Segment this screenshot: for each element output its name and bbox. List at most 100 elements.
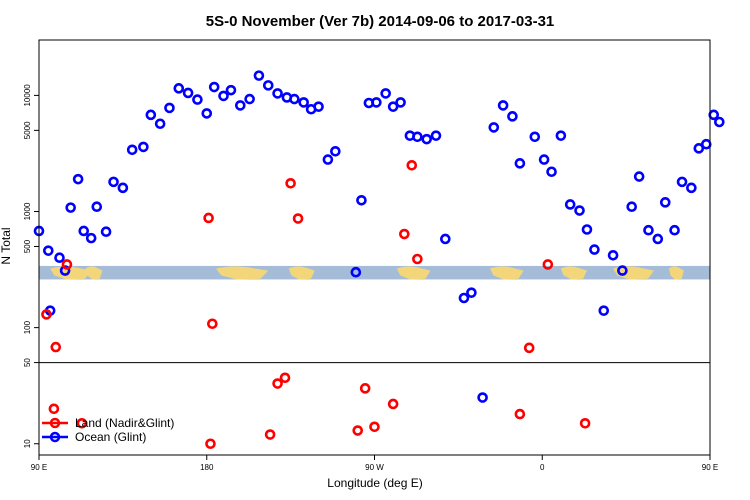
- map-land-patch: [216, 266, 269, 280]
- map-land-patch: [613, 266, 655, 280]
- ocean-point: [546, 166, 557, 178]
- ocean-point: [458, 292, 470, 304]
- map-land-patch: [668, 266, 684, 280]
- land-point: [205, 438, 216, 450]
- ocean-point: [555, 130, 567, 141]
- y-tick-label: 5000: [23, 121, 32, 139]
- ocean-point: [676, 176, 688, 188]
- ocean-point: [430, 130, 442, 141]
- ocean-point: [693, 143, 705, 154]
- land-point: [41, 309, 52, 320]
- ocean-point: [218, 90, 229, 102]
- land-point: [523, 342, 535, 354]
- land-point: [369, 421, 380, 433]
- ocean-point: [173, 83, 185, 94]
- ocean-point: [65, 202, 76, 213]
- land-point: [542, 259, 554, 270]
- ocean-point: [356, 194, 367, 206]
- ocean-point: [529, 131, 541, 143]
- ocean-point: [659, 197, 671, 208]
- ocean-point: [208, 81, 220, 93]
- land-point: [50, 341, 62, 353]
- ocean-point: [412, 131, 423, 143]
- y-tick-label: 100: [23, 320, 32, 334]
- ocean-point: [669, 224, 680, 236]
- ocean-point: [91, 201, 103, 213]
- ocean-point: [421, 133, 432, 145]
- map-land-patch: [85, 266, 103, 280]
- ocean-point: [330, 146, 341, 157]
- ocean-point: [598, 305, 610, 316]
- land-point: [359, 383, 371, 394]
- ocean-point: [617, 265, 628, 276]
- land-point: [387, 398, 399, 410]
- y-tick-label: 500: [23, 239, 32, 253]
- ocean-point: [164, 102, 175, 114]
- ocean-point: [253, 70, 265, 81]
- ocean-point: [371, 97, 382, 108]
- ocean-point: [289, 93, 300, 105]
- ocean-point: [514, 158, 526, 169]
- x-tick-label: 90 W: [365, 463, 384, 472]
- map-land-patch: [490, 266, 524, 280]
- ocean-point: [440, 233, 451, 245]
- ocean-point: [262, 80, 274, 91]
- ocean-point: [633, 171, 645, 182]
- ocean-point: [182, 87, 194, 99]
- ocean-point: [298, 97, 309, 108]
- land-point: [272, 378, 283, 389]
- x-tick-label: 90 E: [702, 463, 718, 472]
- ocean-point: [380, 88, 391, 99]
- ocean-point: [395, 97, 406, 108]
- ocean-point: [538, 154, 550, 165]
- ocean-point: [126, 144, 138, 156]
- ocean-point: [225, 84, 237, 96]
- legend-ocean-marker: [49, 431, 61, 443]
- ocean-point: [72, 173, 84, 185]
- x-tick-label: 90 E: [31, 463, 47, 472]
- land-point: [279, 372, 291, 384]
- land-point: [203, 212, 214, 224]
- map-land-patch: [288, 266, 315, 280]
- ocean-point: [626, 201, 638, 213]
- ocean-point: [100, 226, 112, 238]
- plot-area: [33, 70, 725, 450]
- legend-land-marker: [49, 417, 61, 429]
- land-point: [76, 418, 88, 429]
- ocean-point: [85, 232, 97, 244]
- ocean-point: [145, 109, 157, 121]
- land-point: [514, 408, 526, 420]
- ocean-point: [244, 93, 255, 105]
- ocean-point: [574, 205, 585, 216]
- land-point: [352, 425, 364, 436]
- y-tick-label: 10: [23, 439, 32, 448]
- land-point: [264, 429, 276, 440]
- map-land-patch: [396, 266, 431, 280]
- ocean-point: [154, 118, 166, 130]
- ocean-point: [477, 392, 488, 403]
- ocean-point: [78, 225, 90, 237]
- x-axis-label: Longitude (deg E): [327, 476, 422, 490]
- land-point: [48, 403, 60, 415]
- ocean-point: [235, 100, 246, 111]
- ocean-point: [54, 252, 65, 264]
- ocean-point: [322, 154, 334, 165]
- map-land-patch: [560, 266, 587, 280]
- ocean-point: [589, 244, 600, 255]
- ocean-point: [652, 233, 664, 245]
- ocean-point: [117, 182, 129, 194]
- land-point: [61, 259, 73, 270]
- ocean-point: [497, 100, 509, 111]
- ocean-point: [272, 88, 283, 99]
- ocean-point: [507, 111, 518, 122]
- y-tick-label: 50: [23, 358, 32, 367]
- ocean-point: [313, 101, 324, 112]
- ocean-point: [714, 116, 725, 128]
- ocean-point: [59, 265, 71, 276]
- land-point: [406, 160, 418, 171]
- ocean-point: [108, 176, 119, 188]
- land-point: [285, 177, 296, 189]
- ocean-point: [43, 245, 54, 256]
- land-point: [207, 318, 218, 330]
